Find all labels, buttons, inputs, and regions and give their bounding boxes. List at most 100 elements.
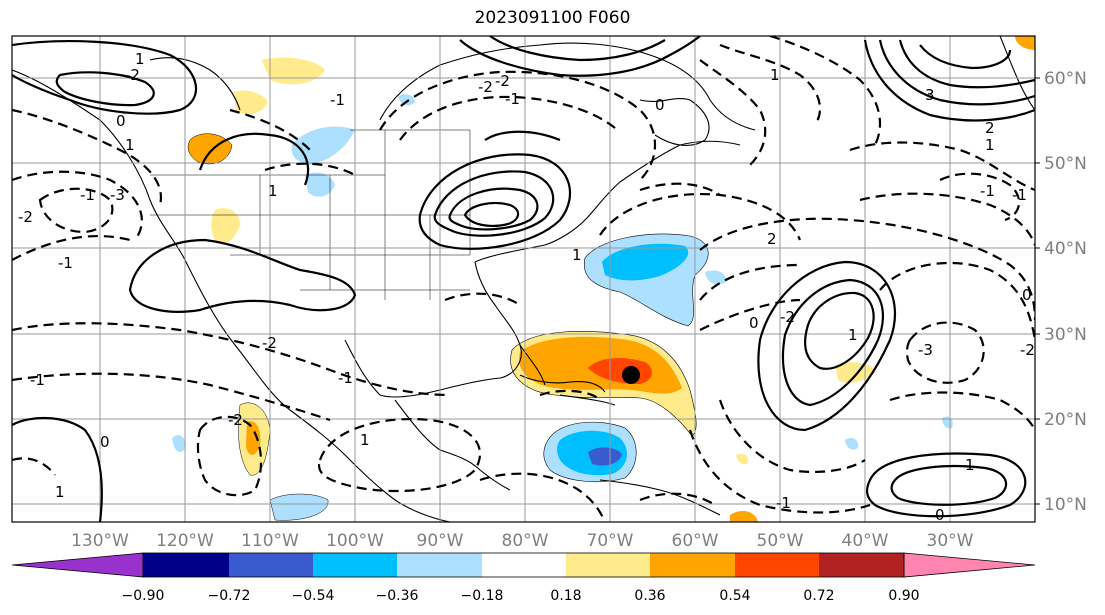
contour-label: -2 bbox=[262, 334, 277, 352]
map-frame bbox=[11, 35, 1036, 523]
lat-label-20n: 20°N bbox=[1044, 410, 1087, 430]
contour-label: 1 bbox=[848, 326, 858, 344]
colorbar-segment bbox=[650, 553, 735, 577]
anomaly-negative-caribbean-max bbox=[588, 447, 622, 466]
contour-label: -2 bbox=[478, 78, 493, 96]
contours-dashed bbox=[12, 36, 1035, 522]
lon-label-130w: 130°W bbox=[71, 531, 129, 551]
contour-label: -2 bbox=[780, 308, 795, 326]
contour-label: -2 bbox=[228, 411, 243, 429]
anomaly-negative-canada bbox=[291, 126, 355, 165]
contour-label: -3 bbox=[918, 341, 933, 359]
contour-label: 0 bbox=[749, 314, 759, 332]
colorbar-outline bbox=[142, 552, 905, 578]
colorbar-tick-label: 0.36 bbox=[634, 588, 665, 604]
state-borders bbox=[150, 129, 471, 300]
coastlines bbox=[12, 36, 1035, 522]
contour-label: 1 bbox=[55, 483, 65, 501]
contour-label: 3 bbox=[925, 86, 935, 104]
longitude-labels: 130°W 120°W 110°W 100°W 90°W 80°W 70°W 6… bbox=[71, 531, 974, 551]
colorbar-segment bbox=[397, 553, 482, 577]
contour-label: -1 bbox=[980, 182, 995, 200]
contour-label: -1 bbox=[1012, 186, 1027, 204]
colorbar-tick-label: 0.72 bbox=[803, 588, 834, 604]
colorbar-extend-low bbox=[11, 552, 144, 578]
colorbar-tick-label: −0.90 bbox=[122, 588, 165, 604]
anomaly-positive-alaska-2 bbox=[234, 90, 268, 115]
anomaly-negative-small-7 bbox=[172, 435, 186, 453]
colorbar-segment bbox=[735, 553, 819, 577]
lon-label-30w: 30°W bbox=[927, 531, 974, 551]
anomaly-negative-small-1 bbox=[398, 94, 415, 106]
contour-label: -1 bbox=[505, 90, 520, 108]
anomaly-negative-small-4 bbox=[942, 416, 953, 429]
contour-label: 1 bbox=[770, 66, 780, 84]
anomaly-positive-pacific-2 bbox=[211, 208, 240, 244]
anomaly-positive-alaska bbox=[262, 57, 325, 85]
lon-label-100w: 100°W bbox=[326, 531, 384, 551]
lat-label-50n: 50°N bbox=[1044, 154, 1087, 174]
colorbar-tick-label: 0.90 bbox=[888, 588, 919, 604]
contour-label: -1 bbox=[330, 91, 345, 109]
lon-label-110w: 110°W bbox=[241, 531, 299, 551]
contour-label: -3 bbox=[110, 186, 125, 204]
contour-label: -2 bbox=[495, 72, 510, 90]
colorbar-tick-label: −0.18 bbox=[461, 588, 504, 604]
contour-label: -1 bbox=[776, 494, 791, 512]
gridlines bbox=[12, 36, 1035, 522]
anomaly-positive-small-5 bbox=[736, 453, 749, 465]
lat-label-10n: 10°N bbox=[1044, 495, 1087, 515]
contour-label: -1 bbox=[30, 371, 45, 389]
colorbar-tick-label: 0.18 bbox=[550, 588, 581, 604]
contour-label: 0 bbox=[116, 112, 126, 130]
shaded-anomalies bbox=[172, 36, 1035, 522]
anomaly-positive-pacific bbox=[187, 133, 233, 165]
contour-label: 1 bbox=[360, 431, 370, 449]
lon-label-40w: 40°W bbox=[842, 531, 889, 551]
anomaly-positive-greenland bbox=[1015, 36, 1035, 50]
lon-label-70w: 70°W bbox=[587, 531, 634, 551]
latitude-labels: 60°N 50°N 40°N 30°N 20°N 10°N bbox=[1035, 69, 1087, 515]
lat-label-60n: 60°N bbox=[1044, 69, 1087, 89]
anomaly-negative-small-3 bbox=[705, 270, 727, 285]
colorbar-tick-label: −0.72 bbox=[208, 588, 251, 604]
contour-labels: -2 1 0 1 -1 -2 -1 -3 1 -1 -2 2 1 0 1 -1 … bbox=[18, 50, 1035, 524]
colorbar-tick-label: −0.36 bbox=[376, 588, 419, 604]
colorbar-segment bbox=[482, 553, 566, 577]
contour-label: 1 bbox=[268, 182, 278, 200]
lat-label-30n: 30°N bbox=[1044, 325, 1087, 345]
contour-label: -1 bbox=[58, 254, 73, 272]
contour-label: 2 bbox=[985, 119, 995, 137]
contour-label: 1 bbox=[572, 246, 582, 264]
contour-label: 0 bbox=[935, 506, 945, 524]
lon-label-90w: 90°W bbox=[417, 531, 464, 551]
contour-label: -2 bbox=[18, 208, 33, 226]
contour-label: -2 bbox=[125, 66, 140, 84]
colorbar-segment bbox=[313, 553, 397, 577]
contour-label: 1 bbox=[965, 456, 975, 474]
colorbar-tick-label: −0.54 bbox=[292, 588, 335, 604]
anomaly-positive-small-6 bbox=[730, 510, 758, 522]
anomaly-positive-mexico-core bbox=[246, 421, 261, 455]
colorbar-tick-label: 0.54 bbox=[719, 588, 750, 604]
colorbar-segment bbox=[143, 553, 229, 577]
contours-positive bbox=[12, 36, 1035, 522]
colorbar-segment bbox=[819, 553, 904, 577]
contour-label: 1 bbox=[135, 50, 145, 68]
contour-label: 0 bbox=[655, 96, 665, 114]
colorbar-segment bbox=[229, 553, 313, 577]
colorbar-extend-high bbox=[903, 552, 1036, 578]
contour-label: -1 bbox=[80, 186, 95, 204]
lon-label-50w: 50°W bbox=[757, 531, 804, 551]
lon-label-120w: 120°W bbox=[156, 531, 214, 551]
lon-label-80w: 80°W bbox=[502, 531, 549, 551]
contour-label: 0 bbox=[1022, 286, 1032, 304]
contour-label: -1 bbox=[338, 369, 353, 387]
lon-label-60w: 60°W bbox=[672, 531, 719, 551]
contour-label: -2 bbox=[1020, 341, 1035, 359]
colorbar: −0.90 −0.72 −0.54 −0.36 −0.18 0.18 0.36 … bbox=[11, 552, 1036, 604]
contour-label: 1 bbox=[985, 136, 995, 154]
contour-label: 0 bbox=[100, 433, 110, 451]
contour-label: 1 bbox=[125, 136, 135, 154]
